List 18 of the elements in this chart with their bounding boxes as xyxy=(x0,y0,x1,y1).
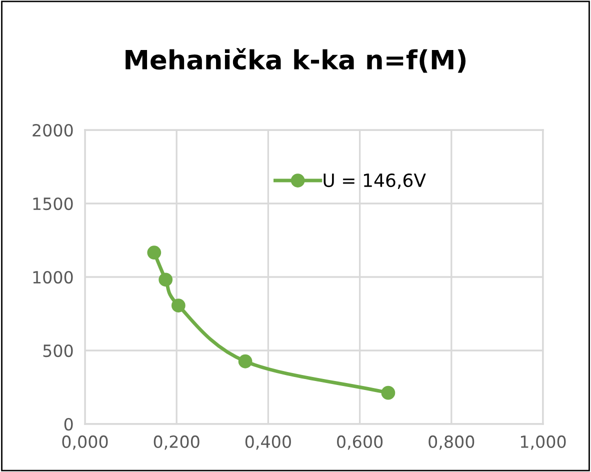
y-tick-label: 2000 xyxy=(32,124,73,137)
x-tick-label: 0,200 xyxy=(154,435,200,450)
point xyxy=(171,298,186,312)
point xyxy=(147,246,162,260)
y-tick-label: 1000 xyxy=(33,270,73,284)
x-tick-label: 0,600 xyxy=(337,435,383,450)
point xyxy=(381,386,396,400)
x-tick-label: 1,000 xyxy=(520,435,566,450)
y-tick-label: 0 xyxy=(64,418,73,431)
x-tick-label: 0,800 xyxy=(428,435,474,450)
point xyxy=(158,272,173,287)
y-tick-label: 1500 xyxy=(33,197,73,210)
point xyxy=(238,354,252,368)
chart-title: Mehanička k-ka n=f(M) xyxy=(126,48,466,73)
x-tick-label: 0,400 xyxy=(245,435,291,450)
x-tick-label: 0,000 xyxy=(62,435,108,450)
legend-label: U = 146,6V xyxy=(324,173,426,189)
y-tick-label: 500 xyxy=(43,344,73,358)
